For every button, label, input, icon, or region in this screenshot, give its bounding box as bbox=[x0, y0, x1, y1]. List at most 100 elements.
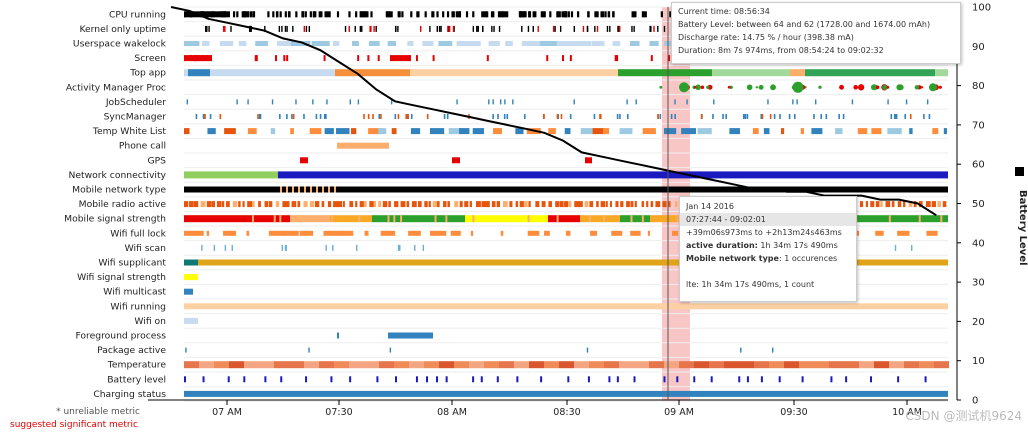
timeline-bar bbox=[309, 11, 312, 18]
timeline-bar bbox=[226, 201, 230, 208]
timeline-bar bbox=[204, 114, 206, 119]
timeline-bar bbox=[456, 99, 458, 105]
x-tick-label: 10 AM bbox=[892, 407, 922, 418]
timeline-bar bbox=[264, 376, 267, 383]
timeline-bar bbox=[414, 244, 416, 251]
timeline-bar bbox=[221, 201, 225, 208]
timeline-bar bbox=[663, 128, 677, 135]
x-tick-label: 09 AM bbox=[664, 407, 694, 418]
timeline-bar bbox=[604, 361, 619, 369]
timeline-bar bbox=[397, 244, 400, 251]
timeline-bar bbox=[238, 41, 247, 46]
timeline-bar bbox=[760, 376, 763, 383]
timeline-bar bbox=[247, 201, 253, 208]
timeline-bar bbox=[897, 376, 900, 383]
timeline-bar bbox=[885, 201, 891, 208]
timeline-bar bbox=[315, 114, 318, 119]
timeline-bar bbox=[279, 215, 282, 223]
timeline-bar bbox=[609, 201, 612, 208]
timeline-bar bbox=[498, 25, 501, 32]
timeline-bar bbox=[942, 201, 947, 208]
timeline-bar bbox=[397, 25, 399, 32]
proc-dot bbox=[853, 84, 858, 90]
timeline-bar bbox=[909, 114, 912, 119]
proc-dot bbox=[659, 85, 663, 89]
timeline-bar bbox=[335, 69, 410, 77]
timeline-bar bbox=[502, 201, 508, 208]
timeline-bar bbox=[280, 376, 283, 383]
timeline-bar bbox=[292, 25, 294, 32]
timeline-bar bbox=[586, 347, 589, 353]
timeline-bar bbox=[319, 114, 322, 119]
timeline-bar bbox=[871, 128, 882, 135]
timeline-bar bbox=[724, 361, 739, 369]
timeline-bar bbox=[644, 11, 647, 18]
timeline-bar bbox=[887, 128, 902, 135]
timeline-bar bbox=[431, 11, 434, 18]
timeline-bar bbox=[602, 128, 610, 135]
timeline-bar bbox=[650, 201, 654, 208]
timeline-bar bbox=[934, 361, 949, 369]
x-tick-label: 09:30 bbox=[780, 407, 807, 418]
timeline-bar bbox=[676, 215, 679, 223]
timeline-bar bbox=[582, 25, 585, 32]
timeline-bar bbox=[767, 99, 769, 105]
x-tick-label: 07 AM bbox=[212, 407, 242, 418]
timeline-bar bbox=[443, 114, 446, 119]
y2-tick-label: 10 bbox=[972, 356, 985, 367]
timeline-bar bbox=[290, 41, 311, 46]
timeline-bar bbox=[631, 11, 634, 18]
timeline-bar bbox=[219, 41, 234, 46]
timeline-bar bbox=[580, 128, 595, 135]
timeline-bar bbox=[363, 201, 367, 208]
timeline-bar bbox=[937, 201, 941, 208]
timeline-bar bbox=[744, 114, 747, 119]
timeline-bar bbox=[796, 99, 798, 105]
timeline-bar bbox=[378, 201, 382, 208]
y2-tick-label: 100 bbox=[972, 3, 991, 14]
timeline-bar bbox=[875, 230, 884, 236]
timeline-bar bbox=[350, 128, 357, 135]
timeline-bar bbox=[627, 114, 629, 119]
row-label: Activity Manager Proc bbox=[66, 82, 166, 93]
timeline-bar bbox=[713, 99, 715, 105]
timeline-bar bbox=[928, 114, 931, 119]
timeline-bar bbox=[641, 201, 645, 208]
timeline-bar bbox=[649, 25, 651, 32]
timeline-bar bbox=[554, 25, 556, 32]
timeline-bar bbox=[285, 244, 287, 251]
timeline-bar bbox=[184, 186, 948, 193]
timeline-bar bbox=[289, 361, 304, 369]
timeline-bar bbox=[424, 361, 439, 369]
timeline-bar bbox=[535, 201, 540, 208]
timeline-bar bbox=[561, 11, 564, 18]
timeline-bar bbox=[389, 347, 392, 353]
timeline-bar bbox=[693, 376, 696, 383]
timeline-bar bbox=[355, 11, 358, 18]
timeline-bar bbox=[324, 128, 334, 135]
timeline-bar bbox=[586, 25, 589, 32]
timeline-bar bbox=[432, 55, 435, 62]
timeline-bar bbox=[242, 11, 246, 18]
timeline-bar bbox=[520, 11, 523, 18]
timeline-bar bbox=[653, 25, 655, 32]
timeline-bar bbox=[380, 114, 382, 119]
timeline-bar bbox=[297, 201, 301, 208]
timeline-bar bbox=[492, 99, 494, 105]
timeline-bar bbox=[273, 215, 276, 223]
timeline-bar bbox=[738, 376, 741, 383]
timeline-bar bbox=[596, 201, 599, 208]
timeline-bar bbox=[584, 201, 589, 208]
timeline-bar bbox=[258, 201, 261, 208]
timeline-bar bbox=[295, 11, 298, 18]
row-label: Phone call bbox=[119, 141, 166, 152]
timeline-bar bbox=[476, 25, 478, 32]
timeline-bar bbox=[378, 114, 381, 119]
timeline-bar bbox=[674, 201, 678, 208]
timeline-bar bbox=[291, 201, 297, 208]
timeline-bar bbox=[814, 361, 829, 369]
timeline-bar bbox=[708, 128, 712, 135]
timeline-bar bbox=[359, 201, 365, 208]
proc-dot bbox=[839, 84, 844, 90]
timeline-bar bbox=[725, 114, 727, 119]
